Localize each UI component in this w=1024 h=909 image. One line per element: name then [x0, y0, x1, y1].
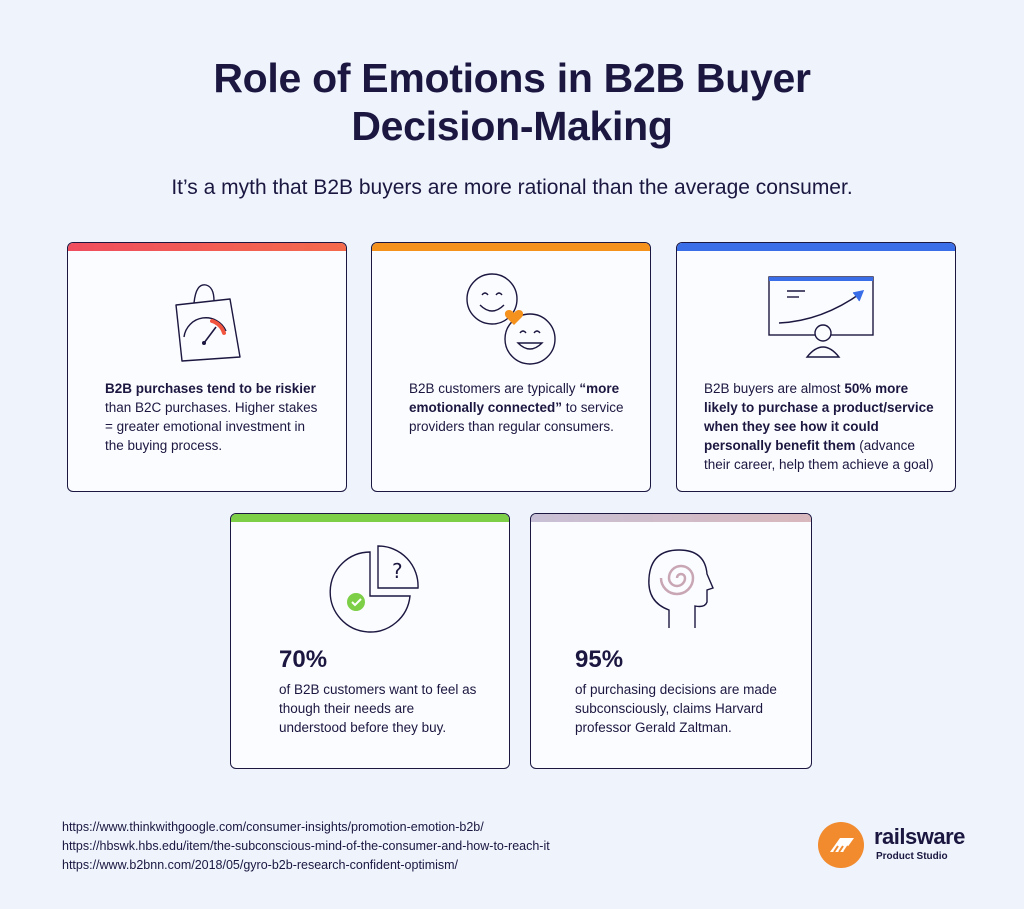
- head-spiral-icon: [641, 544, 721, 639]
- card-accent-bar: [231, 514, 509, 522]
- card-personal-benefit: B2B buyers are almost 50% more likely to…: [676, 242, 956, 492]
- logo-tagline: Product Studio: [876, 851, 948, 862]
- card-accent-bar: [372, 243, 650, 251]
- pie-chart-check-icon: ?: [326, 542, 426, 642]
- card-body-post: (advance their career, help them achieve…: [704, 438, 934, 472]
- logo-name: railsware: [874, 824, 965, 849]
- page-title: Role of Emotions in B2B Buyer Decision-M…: [0, 54, 1024, 150]
- card-text: of purchasing decisions are made subcons…: [575, 682, 777, 735]
- card-body: than B2C purchases. Higher stakes = grea…: [105, 400, 318, 453]
- presentation-growth-icon: [767, 275, 877, 365]
- card-text: B2B customers are typically “more emotio…: [409, 379, 629, 436]
- card-bold: 50% more likely to purchase a product/se…: [704, 381, 934, 453]
- card-emotional-connection: B2B customers are typically “more emotio…: [371, 242, 651, 492]
- svg-text:?: ?: [392, 559, 403, 583]
- card-bold-lead: B2B purchases tend to be riskier: [105, 381, 316, 396]
- stat-value: 95%: [575, 646, 624, 673]
- source-link[interactable]: https://www.thinkwithgoogle.com/consumer…: [62, 820, 484, 834]
- card-text: B2B purchases tend to be riskier than B2…: [105, 379, 325, 455]
- card-accent-bar: [531, 514, 811, 522]
- source-link[interactable]: https://www.b2bnn.com/2018/05/gyro-b2b-r…: [62, 858, 459, 872]
- card-riskier-purchases: B2B purchases tend to be riskier than B2…: [67, 242, 347, 492]
- card-body-pre: B2B buyers are almost: [704, 381, 845, 396]
- stat-value: 70%: [279, 646, 328, 673]
- source-link[interactable]: https://hbswk.hbs.edu/item/the-subconsci…: [62, 839, 550, 853]
- card-subconscious-decisions: 95% of purchasing decisions are made sub…: [530, 513, 812, 769]
- page-title-line-1: Role of Emotions in B2B Buyer: [213, 55, 811, 101]
- card-accent-bar: [68, 243, 346, 251]
- smiley-faces-heart-icon: [462, 271, 562, 376]
- card-body-post: to service providers than regular consum…: [409, 400, 624, 434]
- railsware-logo: railsware Product Studio: [818, 820, 978, 870]
- card-bold: “more emotionally connected”: [409, 381, 620, 415]
- card-text: B2B buyers are almost 50% more likely to…: [704, 379, 939, 474]
- card-text: of B2B customers want to feel as though …: [279, 682, 477, 735]
- page-subtitle: It’s a myth that B2B buyers are more rat…: [171, 176, 853, 199]
- railsware-logo-mark: [818, 822, 864, 868]
- page-title-line-2: Decision-Making: [351, 103, 673, 149]
- card-needs-understood: ? 70% of B2B customers want to feel as t…: [230, 513, 510, 769]
- shopping-bag-gauge-icon: [168, 275, 248, 370]
- card-accent-bar: [677, 243, 955, 251]
- card-body-pre: B2B customers are typically: [409, 381, 580, 396]
- sources-list: https://www.thinkwithgoogle.com/consumer…: [62, 818, 550, 875]
